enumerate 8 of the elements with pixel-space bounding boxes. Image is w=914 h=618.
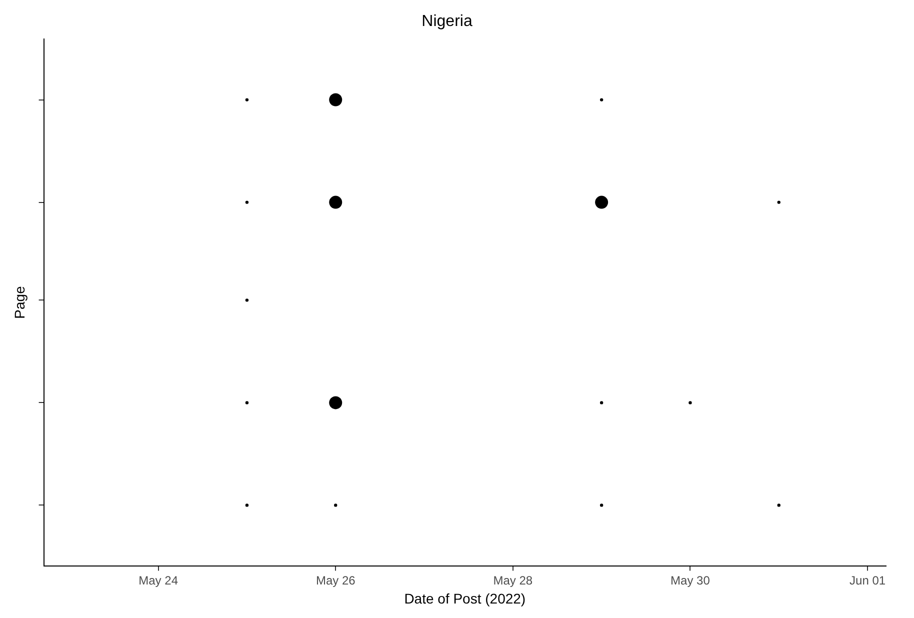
x-tick-label: May 26	[316, 573, 356, 588]
x-tick-label: May 24	[138, 573, 178, 588]
chart-title: Nigeria	[422, 13, 472, 30]
x-tick-label: Jun 01	[850, 573, 886, 588]
y-axis-title: Page	[11, 286, 28, 319]
x-tick-label: May 28	[493, 573, 533, 588]
x-tick-label: May 30	[670, 573, 710, 588]
x-axis-title: Date of Post (2022)	[404, 590, 526, 606]
